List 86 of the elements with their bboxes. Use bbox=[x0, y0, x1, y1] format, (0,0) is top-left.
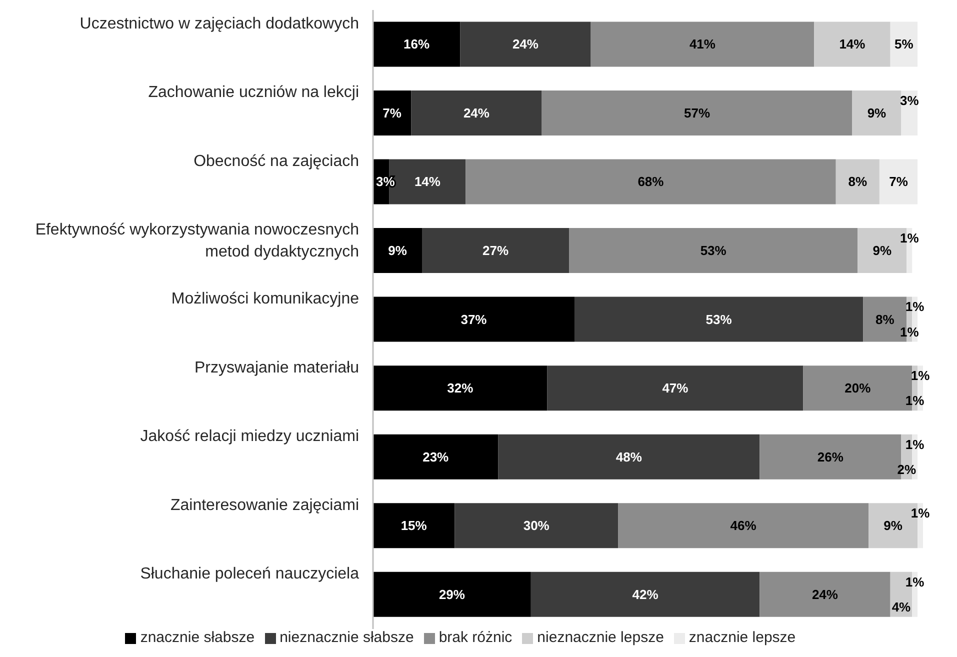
bar bbox=[373, 90, 412, 136]
data-label: 32% bbox=[447, 380, 474, 396]
data-label: 46% bbox=[730, 518, 757, 534]
bar bbox=[498, 434, 760, 480]
legend-label: nieznacznie słabsze bbox=[280, 629, 414, 646]
bar bbox=[373, 22, 460, 67]
bar bbox=[466, 159, 836, 204]
data-label: 53% bbox=[700, 243, 727, 258]
data-label: 1% bbox=[905, 393, 925, 408]
data-label: 1% bbox=[910, 506, 930, 521]
y-tick-label: Uczestnictwo w zajęciach dodatkowych bbox=[80, 14, 359, 32]
y-tick-label: Możliwości komunikacyjne bbox=[171, 290, 360, 307]
bar bbox=[574, 296, 864, 342]
data-label: 16% bbox=[404, 36, 430, 52]
data-label: 7% bbox=[889, 174, 908, 190]
data-label: 3% bbox=[376, 174, 396, 190]
bar bbox=[373, 434, 498, 480]
data-label: 1% bbox=[905, 574, 925, 590]
data-label: 1% bbox=[905, 436, 925, 452]
data-label: 29% bbox=[438, 586, 466, 602]
bar bbox=[542, 90, 852, 136]
y-tick-label: Przyswajanie materiału bbox=[194, 358, 359, 376]
bar bbox=[618, 503, 869, 548]
legend-label: znacznie słabsze bbox=[140, 629, 255, 646]
bar bbox=[569, 228, 858, 274]
legend-label: nieznacznie lepsze bbox=[537, 629, 664, 646]
y-tick-label: Zachowanie uczniów na lekcji bbox=[148, 84, 359, 101]
y-tick-label: Zainteresowanie zajęciami bbox=[170, 496, 359, 514]
bar bbox=[422, 228, 570, 274]
bar bbox=[530, 572, 760, 617]
bar bbox=[590, 22, 814, 67]
data-label: 8% bbox=[875, 312, 895, 327]
y-tick-label: Obecność na zajęciach bbox=[194, 152, 359, 170]
data-label: 1% bbox=[900, 230, 920, 246]
data-label: 1% bbox=[910, 368, 930, 383]
legend-label: brak różnic bbox=[438, 629, 512, 646]
bar bbox=[373, 572, 531, 617]
data-label: 7% bbox=[382, 105, 402, 120]
data-label: 5% bbox=[894, 36, 914, 52]
bar bbox=[373, 503, 455, 548]
data-label: 14% bbox=[839, 36, 866, 52]
data-label: 14% bbox=[414, 174, 441, 190]
data-label: 24% bbox=[512, 36, 539, 52]
data-label: 9% bbox=[884, 518, 903, 534]
data-label: 2% bbox=[897, 462, 916, 477]
data-label: 24% bbox=[463, 105, 490, 120]
data-label: 3% bbox=[900, 92, 920, 108]
data-label: 37% bbox=[460, 312, 488, 327]
bar bbox=[890, 22, 918, 67]
bar bbox=[373, 366, 548, 411]
data-label: 68% bbox=[638, 174, 664, 190]
bar bbox=[814, 22, 890, 67]
data-label: 24% bbox=[812, 586, 838, 602]
data-label: 9% bbox=[867, 105, 887, 120]
data-label: 41% bbox=[689, 36, 716, 52]
bar bbox=[373, 296, 574, 342]
data-label: 42% bbox=[632, 586, 659, 602]
data-label: 26% bbox=[817, 449, 844, 464]
bar bbox=[454, 503, 618, 548]
data-label: 15% bbox=[400, 518, 428, 534]
data-label: 4% bbox=[892, 600, 912, 615]
data-label: 30% bbox=[523, 518, 550, 534]
data-label: 53% bbox=[706, 312, 732, 327]
y-tick-label: Słuchanie poleceń nauczyciela bbox=[140, 565, 360, 582]
bar bbox=[879, 159, 918, 204]
data-label: 27% bbox=[482, 243, 509, 258]
data-label: 48% bbox=[616, 449, 642, 464]
data-label: 20% bbox=[844, 380, 872, 396]
data-label: 1% bbox=[905, 299, 925, 314]
data-label: 9% bbox=[872, 243, 892, 258]
bar bbox=[373, 228, 422, 274]
data-label: 23% bbox=[422, 449, 450, 464]
data-label: 47% bbox=[662, 380, 689, 396]
y-tick-label: Jakość relacji miedzy uczniami bbox=[140, 428, 359, 445]
bar bbox=[547, 366, 804, 411]
data-label: 1% bbox=[900, 324, 920, 340]
bar bbox=[760, 572, 890, 617]
bar bbox=[836, 159, 880, 204]
legend-label: znacznie lepsze bbox=[688, 629, 796, 646]
data-label: 9% bbox=[388, 243, 408, 258]
y-tick-label: Efektywność wykorzystywania nowoczesnych metod dydaktycznych bbox=[35, 221, 359, 260]
bar bbox=[411, 90, 542, 136]
data-label: 57% bbox=[684, 105, 710, 120]
data-label: 8% bbox=[848, 174, 868, 190]
bar bbox=[852, 90, 902, 136]
bar bbox=[460, 22, 591, 67]
